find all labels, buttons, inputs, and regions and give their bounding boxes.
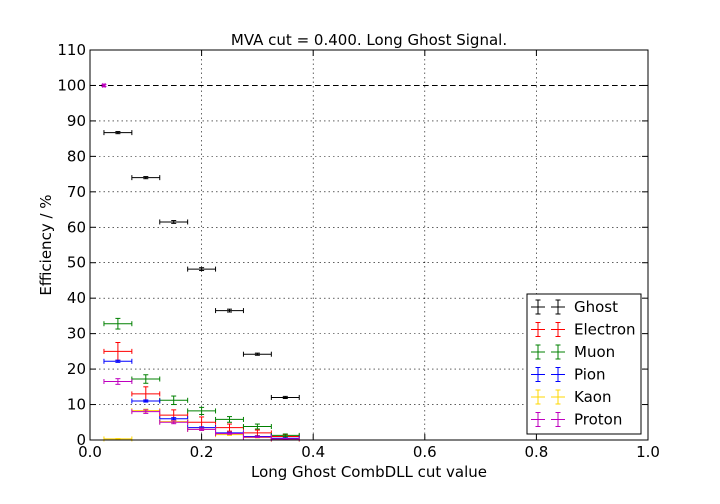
- x-axis-label: Long Ghost CombDLL cut value: [251, 463, 487, 481]
- legend-entry-kaon: Kaon: [531, 388, 611, 406]
- legend-label: Proton: [574, 411, 622, 429]
- data-point-ghost: [159, 219, 189, 225]
- y-tick-label: 100: [57, 76, 86, 94]
- x-tick-label: 0.6: [413, 443, 437, 461]
- data-point-ghost: [187, 266, 217, 272]
- data-point-muon: [242, 423, 272, 430]
- data-point-ghost: [242, 351, 272, 357]
- data-point-muon: [215, 416, 244, 423]
- data-point-ghost: [270, 394, 300, 400]
- legend-label: Ghost: [574, 298, 618, 316]
- data-point-proton: [187, 426, 217, 432]
- series-proton: [101, 82, 300, 442]
- y-tick-label: 70: [67, 183, 86, 201]
- y-tick-label: 0: [76, 431, 86, 449]
- plot-frame: [89, 49, 649, 441]
- x-tick-label: 1.0: [636, 443, 660, 461]
- series-muon: [103, 317, 300, 438]
- y-tick-label: 30: [67, 325, 86, 343]
- legend-entry-ghost: Ghost: [531, 298, 618, 316]
- data-point-proton: [101, 82, 107, 88]
- data-point-muon: [103, 317, 133, 330]
- data-point-pion: [131, 398, 161, 404]
- axis-ticks: 0.0 0.2 0.4 0.6 0.8 1.0 0 10 20 30 40 50 60 70 80 90 100…: [57, 41, 660, 461]
- data-point-muon: [187, 406, 217, 415]
- data-point-proton: [242, 434, 272, 440]
- legend-label: Electron: [574, 321, 636, 339]
- data-point-kaon: [103, 436, 133, 442]
- data-point-pion: [103, 358, 133, 364]
- y-tick-label: 10: [67, 396, 86, 414]
- data-point-muon: [131, 374, 161, 384]
- legend-entry-pion: Pion: [531, 366, 606, 384]
- data-point-proton: [159, 419, 189, 425]
- legend-label: Muon: [574, 343, 615, 361]
- data-point-proton: [103, 378, 133, 385]
- legend: Ghost Electron Muon Pion Kaon Proton: [526, 293, 642, 435]
- legend-box: [526, 293, 642, 435]
- data-point-ghost: [103, 130, 133, 136]
- legend-entry-muon: Muon: [531, 343, 615, 361]
- x-tick-label: 0.0: [78, 443, 102, 461]
- legend-entry-electron: Electron: [531, 321, 636, 339]
- y-tick-label: 110: [57, 41, 86, 59]
- x-tick-label: 0.4: [301, 443, 325, 461]
- x-tick-label: 0.2: [190, 443, 214, 461]
- data-point-proton: [270, 436, 300, 442]
- data-point-proton: [131, 409, 161, 415]
- y-tick-label: 20: [67, 360, 86, 378]
- series-ghost: [103, 130, 300, 400]
- y-tick-label: 50: [67, 254, 86, 272]
- x-tick-label: 0.8: [524, 443, 548, 461]
- legend-label: Pion: [574, 366, 606, 384]
- y-tick-label: 90: [67, 112, 86, 130]
- y-tick-label: 40: [67, 289, 86, 307]
- y-tick-label: 60: [67, 218, 86, 236]
- y-axis-label: Efficiency / %: [37, 194, 55, 295]
- y-tick-label: 80: [67, 147, 86, 165]
- data-point-muon: [270, 432, 300, 438]
- data-point-ghost: [215, 308, 244, 314]
- legend-label: Kaon: [574, 388, 611, 406]
- legend-entry-proton: Proton: [531, 411, 622, 429]
- chart-title: MVA cut = 0.400. Long Ghost Signal.: [231, 31, 507, 49]
- data-point-ghost: [131, 175, 161, 181]
